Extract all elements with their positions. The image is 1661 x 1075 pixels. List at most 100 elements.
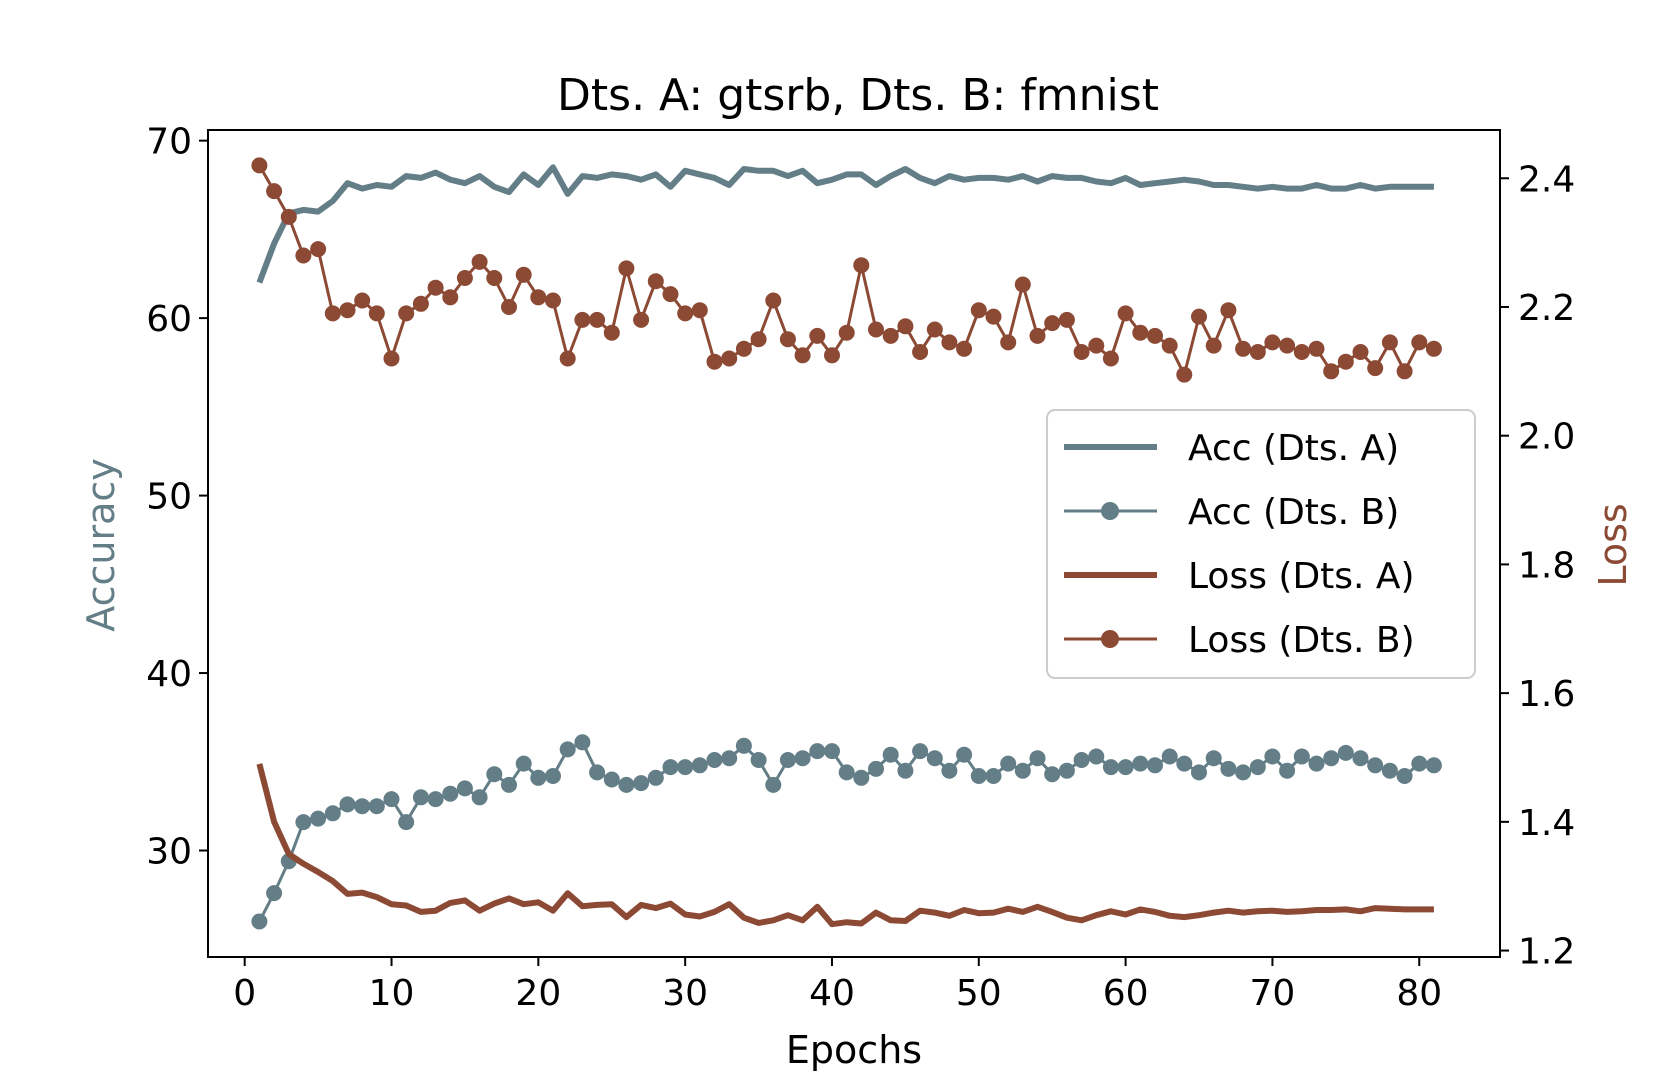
left-y-tick-label: 50	[146, 477, 192, 518]
data-point	[574, 734, 591, 751]
data-point	[735, 340, 752, 357]
legend-item: Acc (Dts. B)	[1064, 492, 1399, 533]
data-point	[295, 247, 312, 264]
data-point	[941, 334, 958, 351]
data-point	[765, 776, 782, 793]
data-point	[1396, 363, 1413, 380]
data-point	[1367, 360, 1384, 377]
data-point	[354, 798, 371, 815]
data-point	[912, 344, 929, 360]
left-y-axis-label: Accuracy	[79, 458, 123, 632]
data-point	[1337, 744, 1354, 761]
series-loss-dts-a	[256, 763, 1434, 928]
data-point	[1235, 764, 1252, 781]
series-acc-dts-a	[256, 164, 1434, 284]
data-point	[471, 253, 488, 270]
data-point	[1117, 305, 1134, 322]
data-point	[545, 292, 561, 309]
data-point	[383, 350, 400, 367]
data-point	[926, 750, 943, 767]
x-axis: 0 10 20 30 40 50 60 70 80	[233, 957, 1442, 1014]
data-point	[1147, 757, 1163, 774]
data-point	[545, 768, 561, 784]
legend-label: Acc (Dts. A)	[1188, 428, 1399, 469]
data-point	[1205, 750, 1222, 767]
data-point	[1235, 340, 1252, 357]
data-point	[647, 769, 664, 786]
data-point	[427, 791, 444, 808]
data-point	[1088, 748, 1105, 765]
data-point	[1161, 337, 1178, 354]
data-point	[1000, 755, 1017, 772]
data-point	[662, 759, 679, 776]
data-point	[1073, 752, 1090, 768]
data-point	[324, 305, 341, 322]
data-point	[1411, 334, 1428, 351]
data-point	[589, 311, 606, 328]
data-point	[456, 270, 473, 286]
right-y-tick-label: 1.2	[1518, 932, 1575, 973]
data-point	[1396, 768, 1413, 784]
data-point	[603, 771, 620, 788]
data-point	[926, 321, 943, 338]
data-point	[1044, 315, 1061, 332]
data-point	[1279, 762, 1296, 779]
legend-label: Acc (Dts. B)	[1188, 492, 1399, 533]
data-point	[295, 814, 312, 831]
data-point	[691, 302, 708, 319]
left-y-tick-label: 70	[146, 122, 192, 163]
data-point	[251, 913, 268, 930]
data-point	[1381, 334, 1398, 351]
data-point	[691, 757, 708, 774]
data-point	[1117, 759, 1134, 776]
data-point	[633, 311, 650, 328]
data-point	[266, 183, 283, 200]
data-point	[647, 273, 664, 290]
data-point	[339, 796, 356, 813]
data-point	[1147, 327, 1163, 344]
data-point	[412, 789, 429, 806]
data-point	[1323, 750, 1340, 767]
data-point	[559, 350, 576, 367]
data-point	[368, 305, 385, 322]
x-tick-label: 70	[1250, 973, 1296, 1014]
data-point	[354, 292, 371, 309]
data-point	[442, 289, 459, 306]
data-point	[501, 776, 517, 793]
data-point	[941, 762, 958, 779]
data-point	[1425, 757, 1442, 774]
series-acc-dts-b	[251, 734, 1442, 930]
series-line	[256, 164, 1434, 284]
data-point	[310, 241, 327, 258]
data-point	[1029, 750, 1046, 767]
data-point	[398, 305, 415, 322]
right-y-axis: 1.2 1.4 1.6 1.8 2.0 2.2 2.4	[1500, 159, 1575, 973]
data-point	[442, 785, 459, 802]
plot-frame	[207, 129, 1501, 958]
right-y-axis-label: Loss	[1591, 503, 1635, 586]
data-point	[1220, 302, 1237, 319]
data-point	[1220, 760, 1237, 777]
data-point	[1367, 757, 1384, 774]
data-point	[750, 331, 767, 348]
data-point	[1058, 762, 1075, 779]
right-y-tick-label: 1.8	[1518, 545, 1575, 586]
data-point	[1176, 366, 1193, 383]
left-y-tick-label: 40	[146, 654, 192, 695]
data-point	[794, 347, 811, 364]
legend-marker	[1101, 502, 1119, 520]
legend-marker	[1101, 630, 1119, 648]
legend-item: Acc (Dts. A)	[1064, 428, 1399, 469]
data-point	[677, 305, 694, 322]
data-point	[882, 327, 899, 344]
x-tick-label: 50	[956, 973, 1002, 1014]
data-point	[1191, 764, 1207, 781]
data-point	[1132, 755, 1149, 772]
data-point	[1044, 766, 1061, 783]
data-point	[1279, 337, 1296, 354]
data-point	[1352, 344, 1369, 360]
right-y-tick-label: 1.6	[1518, 674, 1575, 715]
x-tick-label: 60	[1103, 973, 1149, 1014]
right-y-tick-label: 2.2	[1518, 288, 1575, 329]
data-point	[1029, 327, 1046, 344]
